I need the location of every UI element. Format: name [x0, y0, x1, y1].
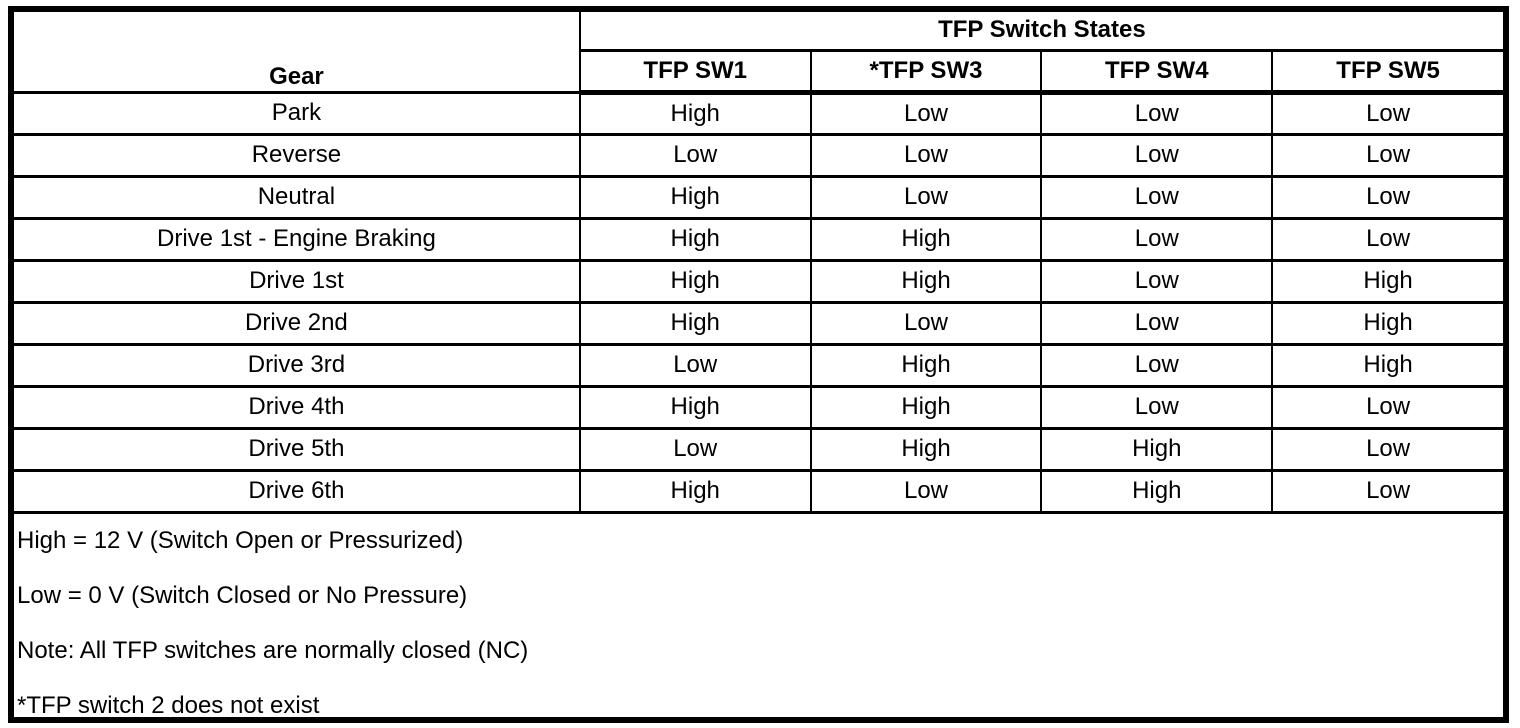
column-header-row: TFP SW1 *TFP SW3 TFP SW4 TFP SW5: [14, 48, 1503, 95]
document-frame: Gear TFP Switch States TFP SW1 *TFP SW3 …: [8, 6, 1509, 723]
note-line-low-definition: Low = 0 V (Switch Closed or No Pressure): [17, 581, 468, 609]
column-header-tfp-sw5: TFP SW5: [1271, 48, 1503, 95]
switch-state-cell: Low: [1040, 384, 1274, 430]
switch-state-cell: High: [1271, 300, 1503, 346]
switch-state-cell: High: [1040, 426, 1274, 472]
switch-state-cell: Low: [809, 174, 1043, 220]
table-row-drive-5th: Drive 5th Low High High Low: [14, 426, 1503, 472]
switch-state-cell: Low: [809, 468, 1043, 514]
switch-state-cell: Low: [578, 132, 812, 178]
switch-state-cell: High: [809, 342, 1043, 388]
table-row-drive-2nd: Drive 2nd High Low Low High: [14, 300, 1503, 346]
switch-state-cell: Low: [1271, 426, 1503, 472]
switch-state-cell: Low: [1040, 174, 1274, 220]
switch-state-cell: Low: [809, 90, 1043, 136]
gear-cell: Park: [14, 90, 581, 136]
gear-cell: Drive 6th: [14, 468, 581, 514]
gear-cell: Drive 1st: [14, 258, 581, 304]
switch-state-cell: High: [578, 384, 812, 430]
table-row-drive-3rd: Drive 3rd Low High Low High: [14, 342, 1503, 388]
gear-cell: Reverse: [14, 132, 581, 178]
table-row-park: Park High Low Low Low: [14, 90, 1503, 136]
switch-state-cell: High: [578, 174, 812, 220]
column-header-tfp-sw4: TFP SW4: [1040, 48, 1274, 95]
switch-state-cell: Low: [1271, 468, 1503, 514]
gear-cell: Drive 3rd: [14, 342, 581, 388]
switch-state-cell: Low: [1040, 258, 1274, 304]
table-row-reverse: Reverse Low Low Low Low: [14, 132, 1503, 178]
switch-state-cell: Low: [1040, 132, 1274, 178]
column-header-gear: Gear: [14, 12, 581, 93]
switch-state-cell: Low: [809, 300, 1043, 346]
gear-cell: Drive 2nd: [14, 300, 581, 346]
switch-state-cell: Low: [1271, 132, 1503, 178]
switch-state-cell: Low: [578, 426, 812, 472]
switch-state-cell: High: [578, 90, 812, 136]
switch-state-cell: Low: [1271, 174, 1503, 220]
switch-state-cell: High: [809, 258, 1043, 304]
group-header-row: Gear TFP Switch States: [14, 12, 1503, 93]
note-line-high-definition: High = 12 V (Switch Open or Pressurized): [17, 526, 464, 554]
gear-cell: Neutral: [14, 174, 581, 220]
table-row-drive-6th: Drive 6th High Low High Low: [14, 468, 1503, 514]
switch-state-cell: High: [1040, 468, 1274, 514]
switch-state-cell: High: [1271, 258, 1503, 304]
table-row-drive-1st-engine-braking: Drive 1st - Engine Braking High High Low…: [14, 216, 1503, 262]
switch-state-cell: High: [578, 258, 812, 304]
switch-state-cell: High: [578, 468, 812, 514]
gear-cell: Drive 4th: [14, 384, 581, 430]
notes-section: High = 12 V (Switch Open or Pressurized)…: [14, 514, 1503, 719]
tfp-switch-states-table: Gear TFP Switch States TFP SW1 *TFP SW3 …: [14, 12, 1503, 514]
gear-cell: Drive 1st - Engine Braking: [14, 216, 581, 262]
switch-state-cell: Low: [809, 132, 1043, 178]
switch-state-cell: Low: [1271, 216, 1503, 262]
switch-state-cell: High: [578, 300, 812, 346]
switch-state-cell: High: [809, 426, 1043, 472]
switch-state-cell: High: [809, 384, 1043, 430]
column-header-tfp-sw3: *TFP SW3: [809, 48, 1043, 95]
table-row-drive-1st: Drive 1st High High Low High: [14, 258, 1503, 304]
switch-state-cell: Low: [1040, 342, 1274, 388]
switch-state-cell: Low: [1040, 90, 1274, 136]
table-row-neutral: Neutral High Low Low Low: [14, 174, 1503, 220]
switch-state-cell: Low: [1271, 90, 1503, 136]
gear-cell: Drive 5th: [14, 426, 581, 472]
switch-state-cell: High: [1271, 342, 1503, 388]
table-row-drive-4th: Drive 4th High High Low Low: [14, 384, 1503, 430]
switch-state-cell: Low: [1040, 300, 1274, 346]
group-header-tfp-switch-states: TFP Switch States: [578, 12, 1503, 51]
switch-state-cell: Low: [1271, 384, 1503, 430]
switch-state-cell: High: [809, 216, 1043, 262]
switch-state-cell: Low: [578, 342, 812, 388]
column-header-tfp-sw1: TFP SW1: [579, 48, 812, 95]
switch-state-cell: Low: [1040, 216, 1274, 262]
switch-state-cell: High: [578, 216, 812, 262]
note-line-switch2-footnote: *TFP switch 2 does not exist: [17, 691, 320, 719]
note-line-normally-closed: Note: All TFP switches are normally clos…: [17, 636, 529, 664]
